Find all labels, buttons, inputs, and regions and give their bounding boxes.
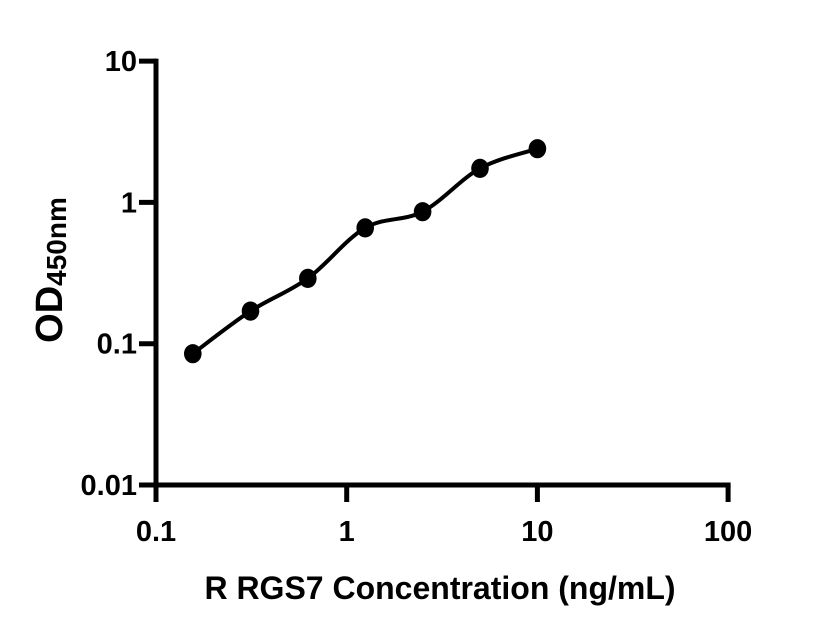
data-points <box>184 139 547 364</box>
data-point-marker <box>413 202 432 222</box>
data-point-marker <box>528 139 547 159</box>
y-tick-label: 10 <box>105 46 137 78</box>
data-point-marker <box>241 301 260 321</box>
data-point-marker <box>184 344 202 364</box>
x-axis-ticks <box>153 485 731 502</box>
x-axis-tick-labels: 0.1 1 10 100 <box>136 516 752 548</box>
axes <box>153 58 731 488</box>
data-point-marker <box>471 158 489 178</box>
x-tick-label: 10 <box>521 516 553 548</box>
x-tick-label: 100 <box>704 516 752 548</box>
data-point-marker <box>299 268 317 288</box>
data-point-marker <box>356 218 375 238</box>
x-axis-title: R RGS7 Concentration (ng/mL) <box>204 570 675 606</box>
y-tick-label: 0.01 <box>81 470 137 502</box>
x-tick-label: 1 <box>339 516 355 548</box>
y-axis-title-subscript: 450nm <box>41 197 72 286</box>
x-tick-label: 0.1 <box>136 516 176 548</box>
y-axis-tick-labels: 10 1 0.1 0.01 <box>81 46 137 502</box>
y-axis-title: OD450nm <box>29 197 72 343</box>
y-axis-title-main: OD <box>29 286 71 343</box>
fit-curve-line <box>190 146 540 356</box>
y-tick-label: 1 <box>121 187 137 219</box>
y-tick-label: 0.1 <box>97 329 137 361</box>
y-axis-ticks <box>139 58 156 488</box>
